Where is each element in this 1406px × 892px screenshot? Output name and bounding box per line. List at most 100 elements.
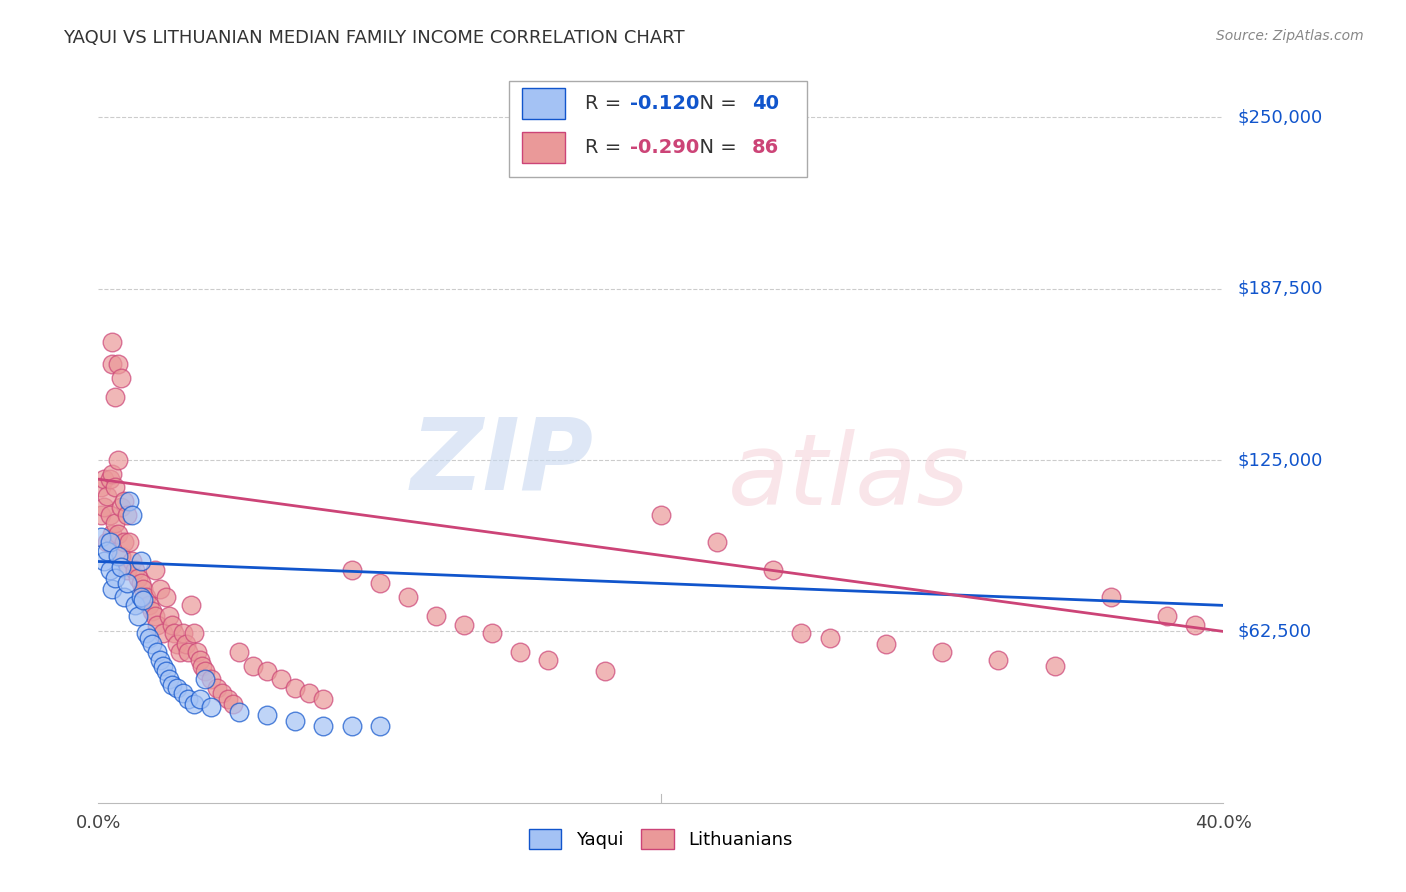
Point xyxy=(107,527,129,541)
Point xyxy=(132,593,155,607)
Point xyxy=(650,508,672,522)
Point xyxy=(537,653,560,667)
Point xyxy=(155,664,177,678)
Point xyxy=(110,560,132,574)
Point xyxy=(228,645,250,659)
Point xyxy=(115,508,138,522)
Point xyxy=(194,664,217,678)
Point xyxy=(174,637,197,651)
Point xyxy=(340,563,363,577)
Point xyxy=(101,357,124,371)
Point xyxy=(93,472,115,486)
Point xyxy=(256,664,278,678)
Point xyxy=(396,590,419,604)
Point xyxy=(188,691,211,706)
Point xyxy=(368,719,391,733)
Text: N =: N = xyxy=(686,138,742,157)
Point xyxy=(194,673,217,687)
Point xyxy=(1184,617,1206,632)
Point xyxy=(177,691,200,706)
Point xyxy=(127,571,149,585)
Point xyxy=(155,590,177,604)
Point xyxy=(180,599,202,613)
Point xyxy=(312,719,335,733)
Point xyxy=(160,617,183,632)
Point xyxy=(107,453,129,467)
Point xyxy=(762,563,785,577)
Point xyxy=(146,645,169,659)
Point xyxy=(110,549,132,563)
Point xyxy=(931,645,953,659)
Point xyxy=(96,535,118,549)
Point xyxy=(98,535,121,549)
Point xyxy=(118,494,141,508)
Point xyxy=(166,637,188,651)
FancyBboxPatch shape xyxy=(509,81,807,178)
Point xyxy=(104,390,127,404)
Point xyxy=(146,617,169,632)
Point xyxy=(200,699,222,714)
Point xyxy=(135,625,157,640)
Text: 40: 40 xyxy=(752,94,779,112)
Point xyxy=(96,489,118,503)
Point xyxy=(93,554,115,568)
Point xyxy=(107,357,129,371)
Point xyxy=(152,658,174,673)
Point xyxy=(200,673,222,687)
Point xyxy=(818,632,841,646)
Point xyxy=(1043,658,1066,673)
Point xyxy=(121,508,143,522)
Point xyxy=(129,554,152,568)
Point xyxy=(157,673,180,687)
Point xyxy=(129,590,152,604)
Point xyxy=(98,508,121,522)
Point xyxy=(104,480,127,494)
Point xyxy=(96,543,118,558)
Point xyxy=(110,500,132,514)
Point xyxy=(101,335,124,350)
Point xyxy=(368,576,391,591)
Point xyxy=(90,530,112,544)
Point xyxy=(104,571,127,585)
Point xyxy=(169,645,191,659)
Point xyxy=(135,590,157,604)
Point xyxy=(453,617,475,632)
Point xyxy=(90,480,112,494)
Point xyxy=(98,472,121,486)
Point xyxy=(112,590,135,604)
Point xyxy=(312,691,335,706)
Point xyxy=(172,625,194,640)
Point xyxy=(205,681,228,695)
Text: N =: N = xyxy=(686,94,742,112)
Point xyxy=(222,697,245,711)
Point xyxy=(141,637,163,651)
Point xyxy=(118,535,141,549)
Point xyxy=(101,527,124,541)
Point xyxy=(110,371,132,385)
Point xyxy=(183,697,205,711)
Point xyxy=(790,625,813,640)
Point xyxy=(129,576,152,591)
Point xyxy=(143,563,166,577)
Point xyxy=(593,664,616,678)
Point xyxy=(284,714,307,728)
Point xyxy=(107,549,129,563)
Point xyxy=(183,625,205,640)
Point xyxy=(191,658,214,673)
Point xyxy=(481,625,503,640)
Point xyxy=(217,691,239,706)
Text: $62,500: $62,500 xyxy=(1237,623,1312,640)
Point xyxy=(172,686,194,700)
Point xyxy=(875,637,897,651)
Point xyxy=(509,645,531,659)
Text: R =: R = xyxy=(585,94,628,112)
Point xyxy=(112,535,135,549)
Point xyxy=(101,467,124,481)
Point xyxy=(166,681,188,695)
Point xyxy=(340,719,363,733)
Point xyxy=(127,609,149,624)
Point xyxy=(163,625,186,640)
Point xyxy=(143,609,166,624)
Point xyxy=(124,599,146,613)
Point xyxy=(188,653,211,667)
